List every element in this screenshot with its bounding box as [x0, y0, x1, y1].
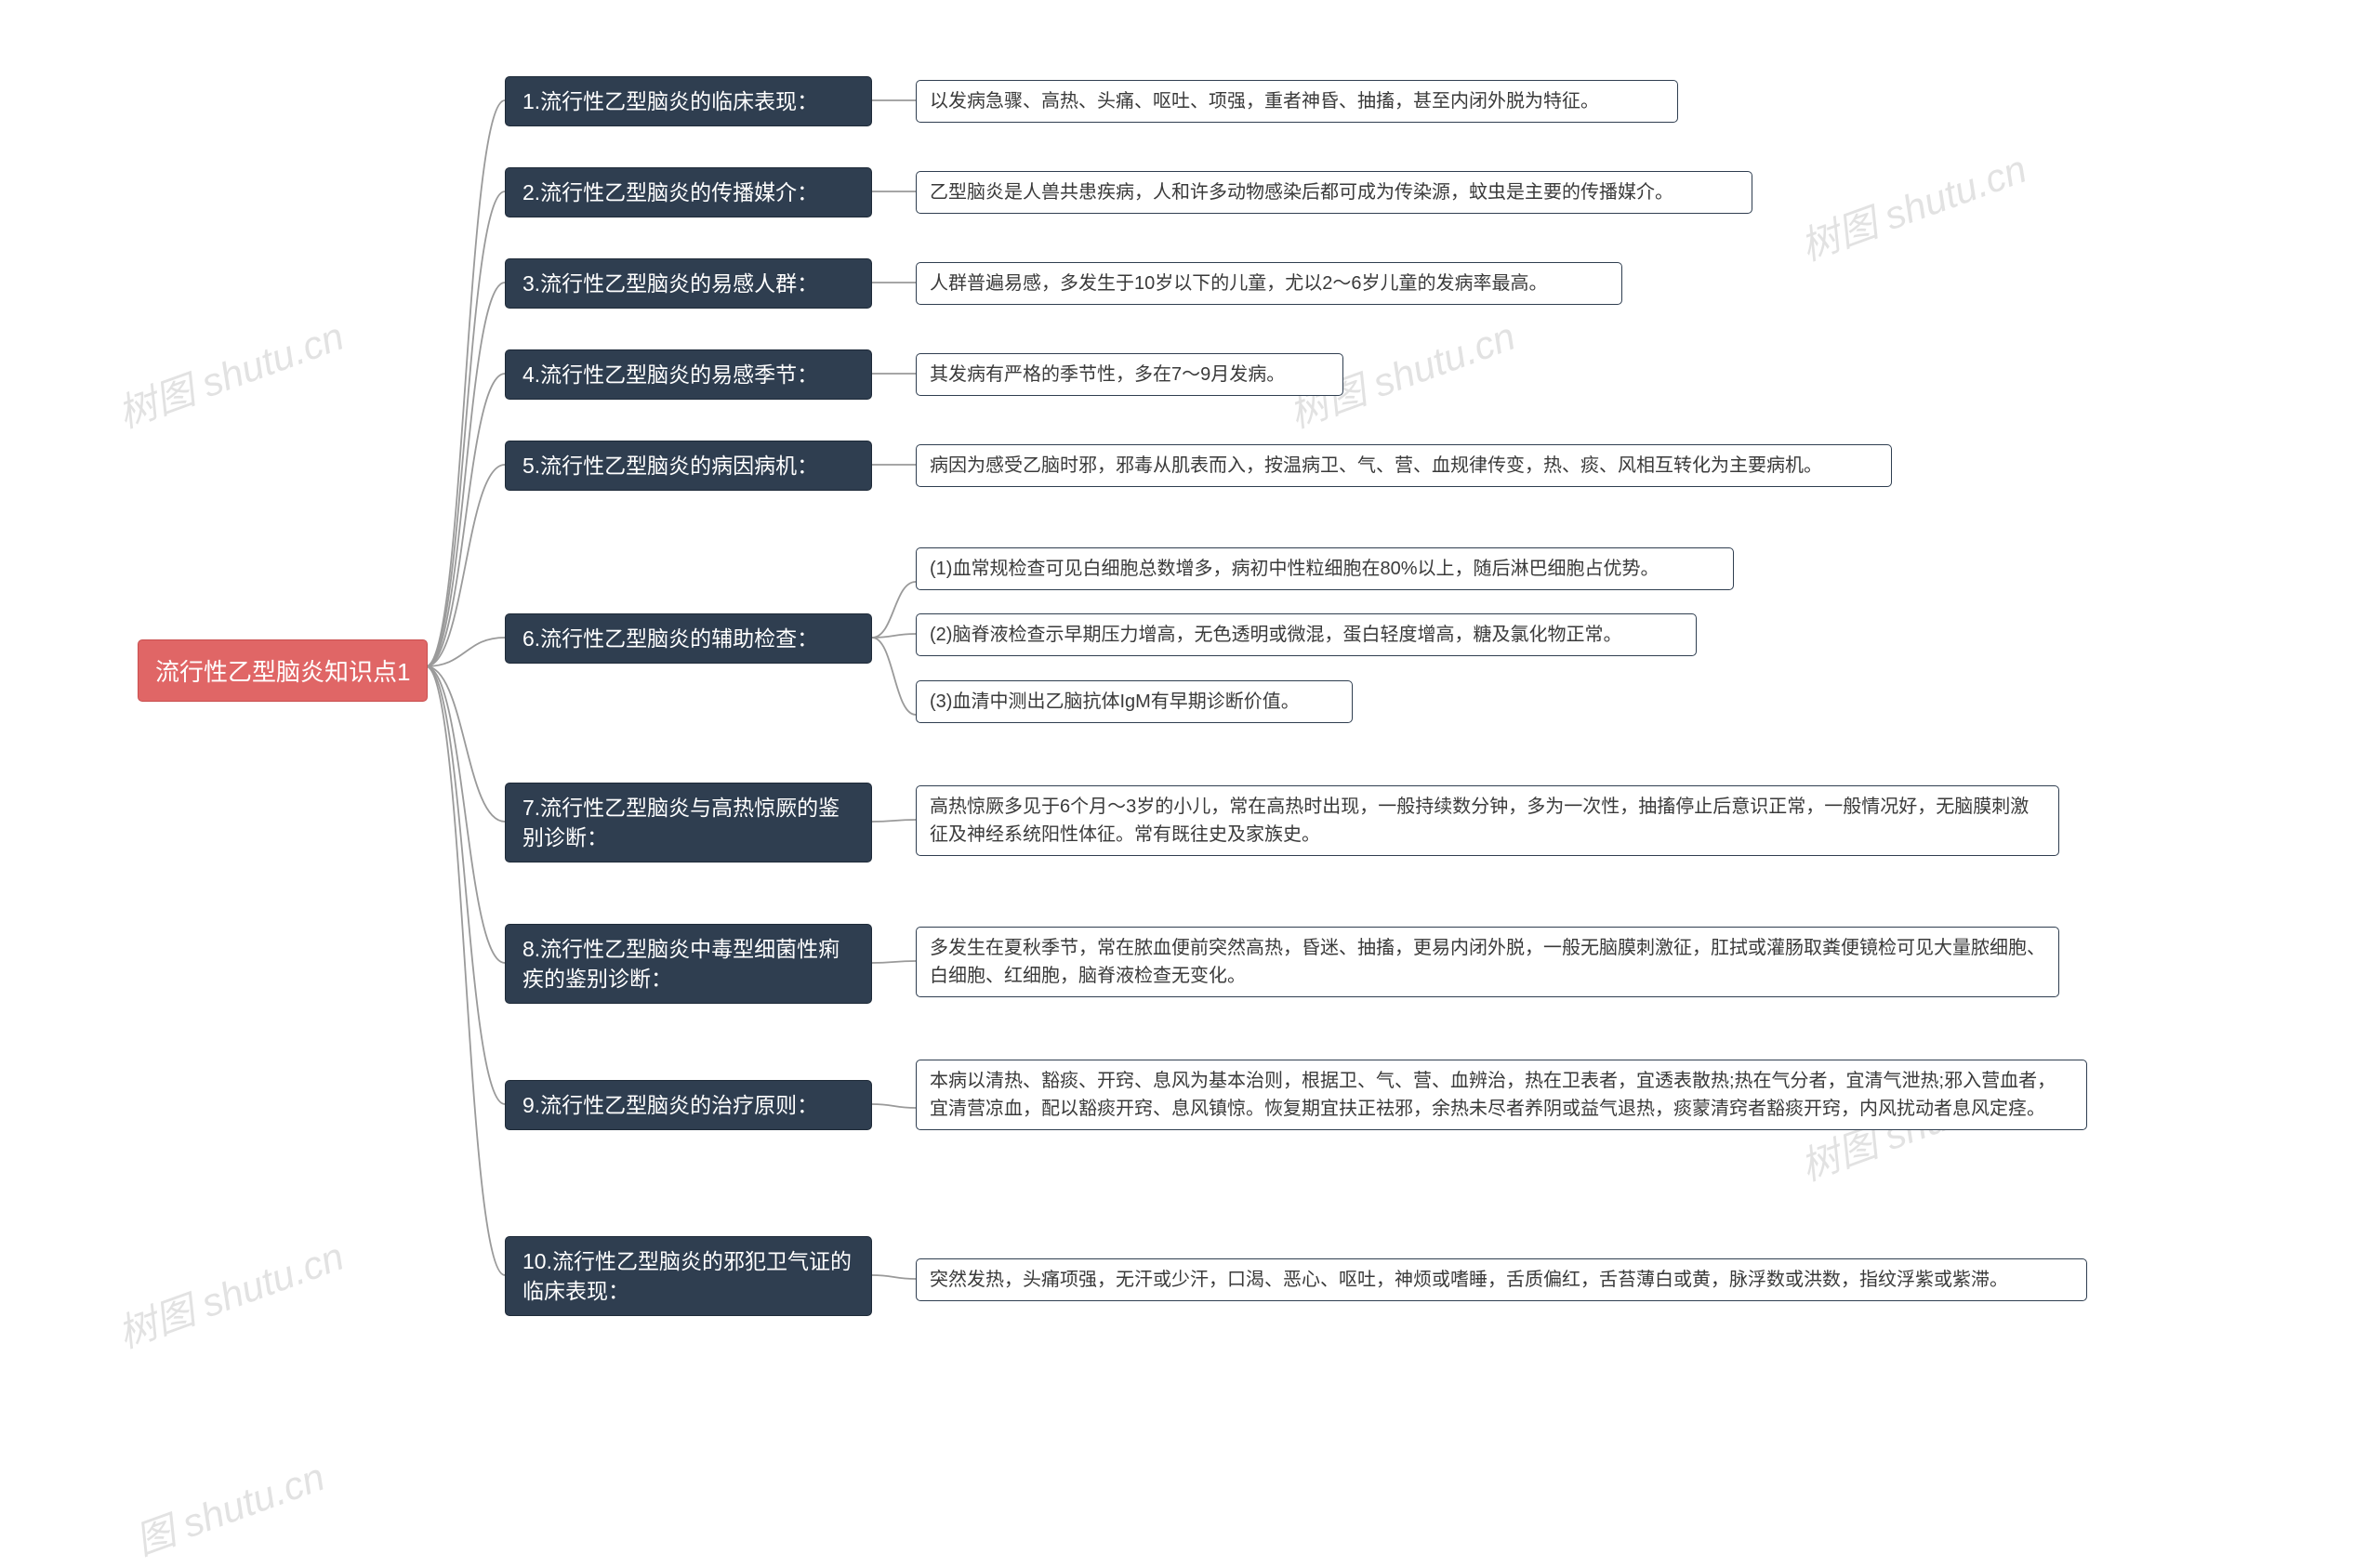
level1-node[interactable]: 8.流行性乙型脑炎中毒型细菌性痢疾的鉴别诊断：: [505, 924, 872, 1004]
level2-node[interactable]: 多发生在夏秋季节，常在脓血便前突然高热，昏迷、抽搐，更易内闭外脱，一般无脑膜刺激…: [916, 927, 2059, 997]
level2-node[interactable]: (3)血清中测出乙脑抗体IgM有早期诊断价值。: [916, 680, 1353, 723]
level1-node[interactable]: 10.流行性乙型脑炎的邪犯卫气证的临床表现：: [505, 1236, 872, 1316]
level1-label: 8.流行性乙型脑炎中毒型细菌性痢疾的鉴别诊断：: [522, 937, 840, 991]
level2-node[interactable]: 高热惊厥多见于6个月～3岁的小儿，常在高热时出现，一般持续数分钟，多为一次性，抽…: [916, 785, 2059, 856]
level1-node[interactable]: 6.流行性乙型脑炎的辅助检查：: [505, 613, 872, 664]
level2-node[interactable]: 突然发热，头痛项强，无汗或少汗，口渴、恶心、呕吐，神烦或嗜睡，舌质偏红，舌苔薄白…: [916, 1258, 2087, 1301]
level2-label: 病因为感受乙脑时邪，邪毒从肌表而入，按温病卫、气、营、血规律传变，热、痰、风相互…: [930, 455, 1822, 476]
level2-node[interactable]: 乙型脑炎是人兽共患疾病，人和许多动物感染后都可成为传染源，蚊虫是主要的传播媒介。: [916, 171, 1752, 214]
level1-node[interactable]: 2.流行性乙型脑炎的传播媒介：: [505, 167, 872, 217]
level2-node[interactable]: 人群普遍易感，多发生于10岁以下的儿童，尤以2～6岁儿童的发病率最高。: [916, 262, 1622, 305]
watermark: 树图 shutu.cn: [109, 1225, 350, 1359]
level1-label: 10.流行性乙型脑炎的邪犯卫气证的临床表现：: [522, 1249, 852, 1303]
root-label: 流行性乙型脑炎知识点1: [155, 658, 410, 686]
level2-node[interactable]: (2)脑脊液检查示早期压力增高，无色透明或微混，蛋白轻度增高，糖及氯化物正常。: [916, 613, 1697, 656]
level2-label: 本病以清热、豁痰、开窍、息风为基本治则，根据卫、气、营、血辨治，热在卫表者，宜透…: [930, 1071, 2056, 1119]
level1-label: 5.流行性乙型脑炎的病因病机：: [522, 454, 818, 478]
level1-node[interactable]: 5.流行性乙型脑炎的病因病机：: [505, 441, 872, 491]
level1-node[interactable]: 9.流行性乙型脑炎的治疗原则：: [505, 1080, 872, 1130]
level2-node[interactable]: (1)血常规检查可见白细胞总数增多，病初中性粒细胞在80%以上，随后淋巴细胞占优…: [916, 547, 1734, 590]
level1-label: 4.流行性乙型脑炎的易感季节：: [522, 362, 818, 387]
level1-node[interactable]: 3.流行性乙型脑炎的易感人群：: [505, 258, 872, 309]
watermark: 图 shutu.cn: [126, 1446, 332, 1567]
level1-label: 7.流行性乙型脑炎与高热惊厥的鉴别诊断：: [522, 796, 840, 849]
level1-node[interactable]: 4.流行性乙型脑炎的易感季节：: [505, 349, 872, 400]
watermark: 树图 shutu.cn: [1792, 138, 2033, 271]
level1-label: 6.流行性乙型脑炎的辅助检查：: [522, 626, 818, 651]
level2-label: (1)血常规检查可见白细胞总数增多，病初中性粒细胞在80%以上，随后淋巴细胞占优…: [930, 559, 1659, 579]
level1-node[interactable]: 1.流行性乙型脑炎的临床表现：: [505, 76, 872, 126]
level2-node[interactable]: 其发病有严格的季节性，多在7～9月发病。: [916, 353, 1343, 396]
level2-label: (3)血清中测出乙脑抗体IgM有早期诊断价值。: [930, 691, 1300, 712]
level2-label: 以发病急骤、高热、头痛、呕吐、项强，重者神昏、抽搐，甚至内闭外脱为特征。: [930, 91, 1599, 112]
level2-label: 高热惊厥多见于6个月～3岁的小儿，常在高热时出现，一般持续数分钟，多为一次性，抽…: [930, 797, 2029, 845]
watermark: 树图 shutu.cn: [109, 305, 350, 439]
level2-label: 人群普遍易感，多发生于10岁以下的儿童，尤以2～6岁儿童的发病率最高。: [930, 273, 1548, 294]
level2-label: 突然发热，头痛项强，无汗或少汗，口渴、恶心、呕吐，神烦或嗜睡，舌质偏红，舌苔薄白…: [930, 1270, 2008, 1290]
level2-label: 乙型脑炎是人兽共患疾病，人和许多动物感染后都可成为传染源，蚊虫是主要的传播媒介。: [930, 182, 1673, 203]
level2-node[interactable]: 以发病急骤、高热、头痛、呕吐、项强，重者神昏、抽搐，甚至内闭外脱为特征。: [916, 80, 1678, 123]
level1-node[interactable]: 7.流行性乙型脑炎与高热惊厥的鉴别诊断：: [505, 783, 872, 863]
level2-node[interactable]: 病因为感受乙脑时邪，邪毒从肌表而入，按温病卫、气、营、血规律传变，热、痰、风相互…: [916, 444, 1892, 487]
level1-label: 9.流行性乙型脑炎的治疗原则：: [522, 1093, 818, 1117]
level1-label: 3.流行性乙型脑炎的易感人群：: [522, 271, 818, 296]
level1-label: 2.流行性乙型脑炎的传播媒介：: [522, 180, 818, 204]
root-node[interactable]: 流行性乙型脑炎知识点1: [138, 639, 428, 702]
level2-node[interactable]: 本病以清热、豁痰、开窍、息风为基本治则，根据卫、气、营、血辨治，热在卫表者，宜透…: [916, 1060, 2087, 1130]
level2-label: (2)脑脊液检查示早期压力增高，无色透明或微混，蛋白轻度增高，糖及氯化物正常。: [930, 625, 1621, 645]
level2-label: 其发病有严格的季节性，多在7～9月发病。: [930, 364, 1285, 385]
level2-label: 多发生在夏秋季节，常在脓血便前突然高热，昏迷、抽搐，更易内闭外脱，一般无脑膜刺激…: [930, 938, 2045, 986]
level1-label: 1.流行性乙型脑炎的临床表现：: [522, 89, 818, 113]
